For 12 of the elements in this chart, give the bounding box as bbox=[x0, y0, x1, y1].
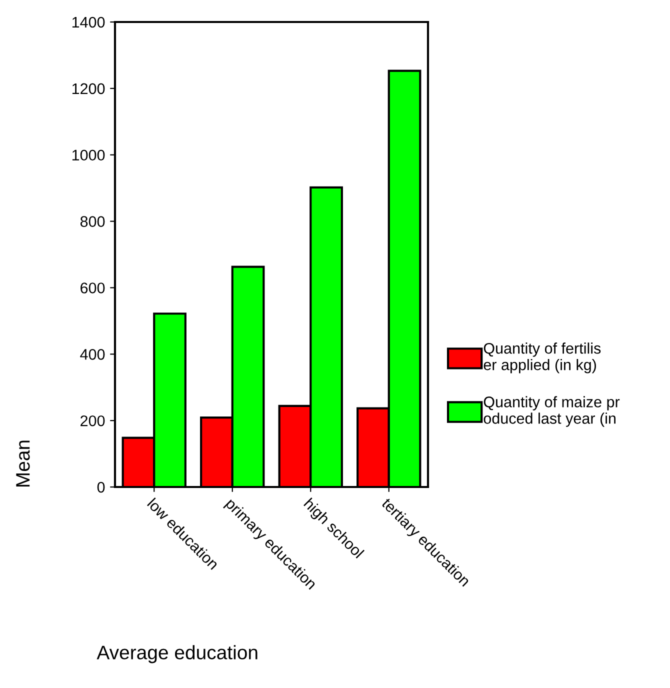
y-tick-label: 1400 bbox=[72, 16, 105, 28]
y-tick-label: 400 bbox=[80, 349, 105, 360]
legend-label: Quantity of maize pr oduced last year (in bbox=[484, 396, 620, 427]
x-axis-title: Average education bbox=[96, 645, 258, 664]
y-axis-title: Mean bbox=[16, 440, 30, 486]
y-tick-label: 800 bbox=[80, 216, 105, 227]
legend-label: Quantity of fertilis er applied (in kg) bbox=[484, 342, 601, 374]
y-tick-label: 1200 bbox=[72, 83, 105, 94]
y-tick-label: 600 bbox=[80, 282, 105, 294]
y-tick-label: 200 bbox=[80, 415, 105, 426]
y-tick-label: 0 bbox=[97, 482, 105, 493]
y-tick-label: 1000 bbox=[72, 150, 105, 161]
